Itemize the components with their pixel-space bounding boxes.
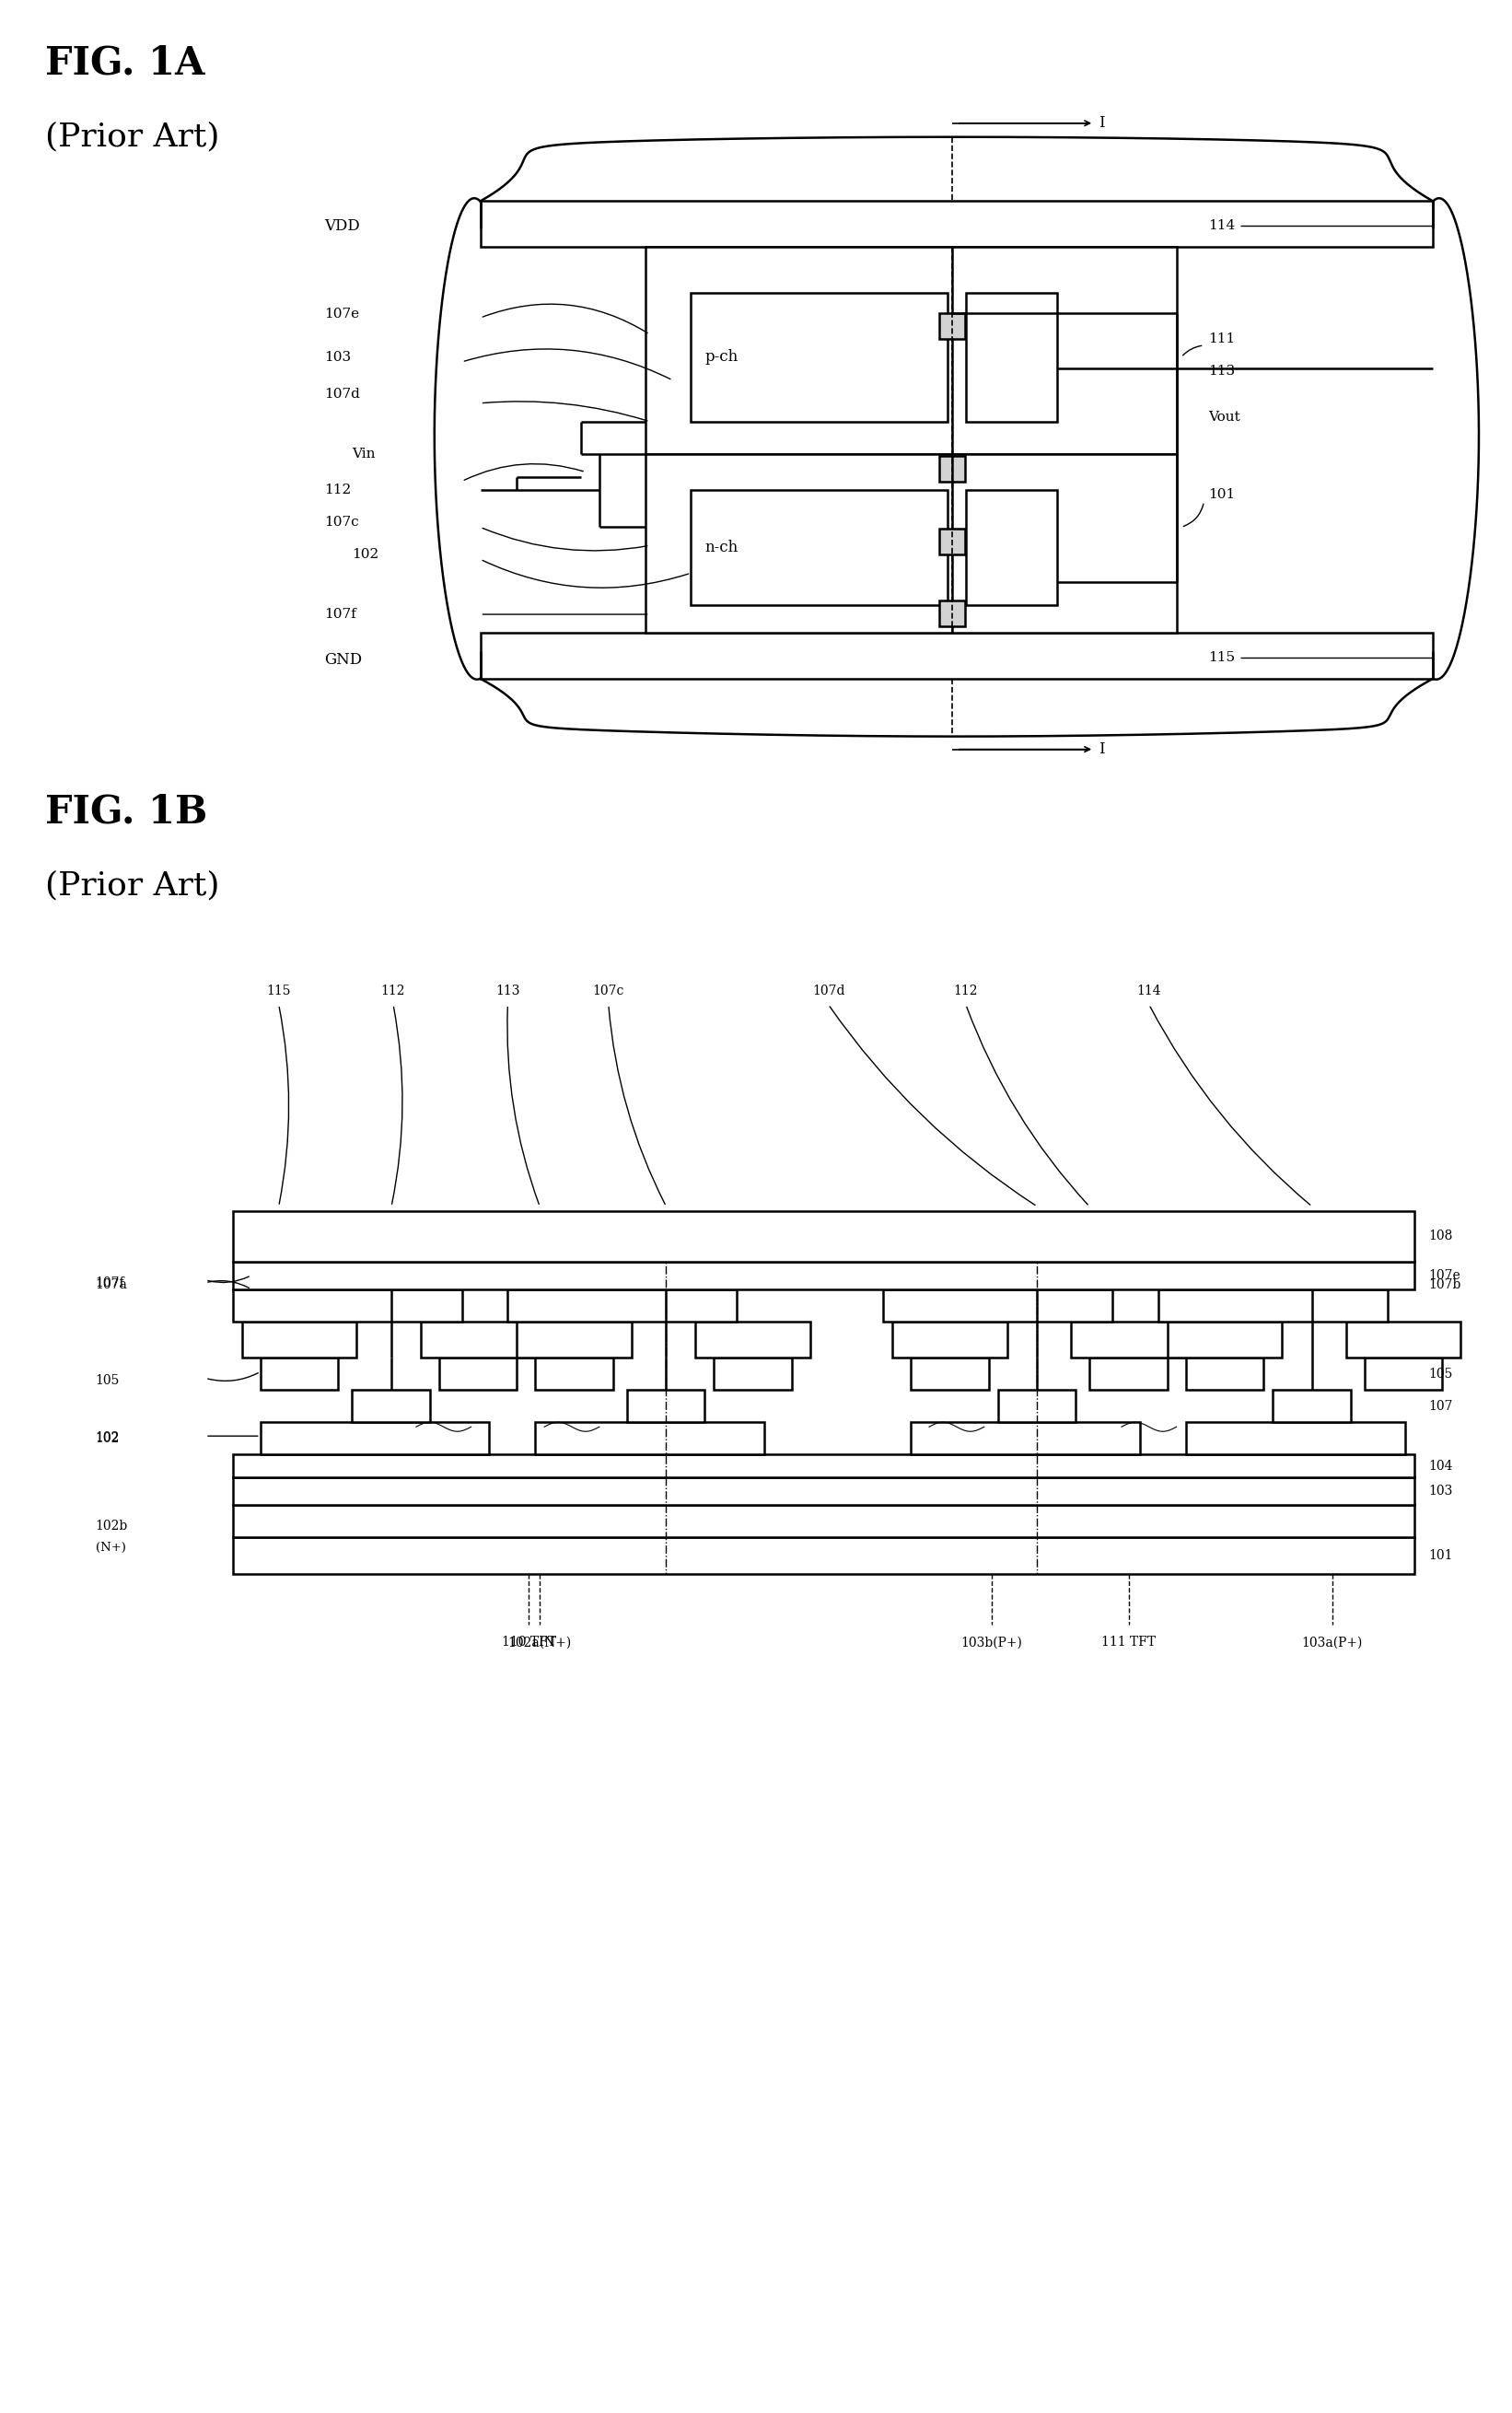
Bar: [696, 1322, 810, 1359]
Text: 103: 103: [325, 350, 351, 364]
Text: 113: 113: [496, 985, 520, 997]
Text: 103b(P+): 103b(P+): [960, 1636, 1022, 1648]
Text: I: I: [1099, 741, 1105, 758]
Text: 107c: 107c: [325, 516, 360, 528]
Text: n-ch: n-ch: [705, 541, 738, 555]
Bar: [260, 1359, 339, 1390]
Bar: [233, 1455, 1415, 1477]
Text: 113: 113: [1208, 364, 1235, 376]
Bar: [1070, 1322, 1185, 1359]
Text: 105: 105: [95, 1375, 119, 1387]
Bar: [481, 200, 1433, 246]
Text: 107e: 107e: [325, 309, 360, 321]
Text: 114: 114: [1208, 220, 1235, 232]
Bar: [1364, 1359, 1442, 1390]
Text: 107a: 107a: [95, 1279, 127, 1291]
Bar: [691, 292, 948, 422]
Text: 107b: 107b: [1429, 1279, 1461, 1291]
Text: Vin: Vin: [352, 446, 375, 461]
Text: 104: 104: [1429, 1460, 1453, 1472]
Bar: [1158, 1289, 1387, 1322]
Bar: [691, 490, 948, 606]
Bar: [939, 456, 965, 480]
Bar: [998, 1390, 1075, 1421]
Text: 112: 112: [954, 985, 978, 997]
Bar: [1167, 1322, 1282, 1359]
Bar: [508, 1289, 736, 1322]
Bar: [939, 314, 965, 338]
Bar: [517, 1322, 632, 1359]
Text: 112: 112: [325, 485, 351, 497]
Text: 107d: 107d: [812, 985, 845, 997]
Text: 102: 102: [352, 548, 380, 562]
Text: (Prior Art): (Prior Art): [45, 869, 219, 900]
Text: FIG. 1B: FIG. 1B: [45, 791, 207, 830]
Text: p-ch: p-ch: [705, 350, 738, 364]
Bar: [233, 1262, 1415, 1289]
Bar: [1346, 1322, 1461, 1359]
Text: 107d: 107d: [325, 388, 360, 401]
Text: 115: 115: [266, 985, 290, 997]
Text: 108: 108: [1429, 1231, 1453, 1243]
Text: I: I: [1099, 116, 1105, 130]
Text: 102: 102: [95, 1431, 119, 1445]
Text: 101: 101: [1429, 1549, 1453, 1561]
Text: (Prior Art): (Prior Art): [45, 121, 219, 152]
Bar: [438, 1359, 517, 1390]
Text: 114: 114: [1137, 985, 1161, 997]
Bar: [646, 246, 1176, 454]
Bar: [352, 1390, 429, 1421]
Bar: [481, 632, 1433, 678]
Text: 102a(N+): 102a(N+): [508, 1636, 572, 1648]
Text: (N+): (N+): [95, 1542, 125, 1554]
Bar: [910, 1359, 989, 1390]
Text: 110 TFT: 110 TFT: [502, 1636, 556, 1648]
Bar: [233, 1211, 1415, 1262]
Text: 107f: 107f: [95, 1276, 124, 1289]
Bar: [535, 1359, 612, 1390]
Bar: [627, 1390, 705, 1421]
Text: VDD: VDD: [325, 217, 360, 234]
Bar: [1273, 1390, 1350, 1421]
Text: 107e: 107e: [1429, 1269, 1461, 1281]
Bar: [714, 1359, 792, 1390]
Text: 111: 111: [1208, 333, 1235, 345]
Text: 111 TFT: 111 TFT: [1102, 1636, 1157, 1648]
Bar: [260, 1421, 490, 1455]
Text: 115: 115: [1208, 652, 1235, 664]
Text: 103a(P+): 103a(P+): [1302, 1636, 1362, 1648]
Bar: [233, 1477, 1415, 1506]
Bar: [420, 1322, 535, 1359]
Bar: [939, 601, 965, 627]
Bar: [939, 528, 965, 555]
Bar: [1090, 1359, 1167, 1390]
Bar: [883, 1289, 1113, 1322]
Bar: [892, 1322, 1007, 1359]
Text: 102: 102: [95, 1431, 119, 1445]
Bar: [242, 1322, 357, 1359]
Text: 107: 107: [1429, 1400, 1453, 1412]
Text: 102b: 102b: [95, 1520, 129, 1532]
Bar: [535, 1421, 764, 1455]
Bar: [966, 490, 1057, 606]
Text: 112: 112: [381, 985, 405, 997]
Text: 105: 105: [1429, 1368, 1453, 1380]
Text: Vout: Vout: [1208, 410, 1240, 422]
Text: 107f: 107f: [325, 608, 357, 620]
Text: 103: 103: [1429, 1484, 1453, 1498]
Bar: [1185, 1359, 1264, 1390]
Bar: [910, 1421, 1140, 1455]
Text: 107c: 107c: [593, 985, 624, 997]
Bar: [966, 292, 1057, 422]
Bar: [233, 1506, 1415, 1537]
Bar: [233, 1537, 1415, 1573]
Bar: [646, 454, 1176, 632]
Text: FIG. 1A: FIG. 1A: [45, 43, 204, 82]
Text: GND: GND: [325, 652, 363, 668]
Bar: [1185, 1421, 1406, 1455]
Text: 101: 101: [1208, 487, 1235, 502]
Bar: [233, 1289, 461, 1322]
